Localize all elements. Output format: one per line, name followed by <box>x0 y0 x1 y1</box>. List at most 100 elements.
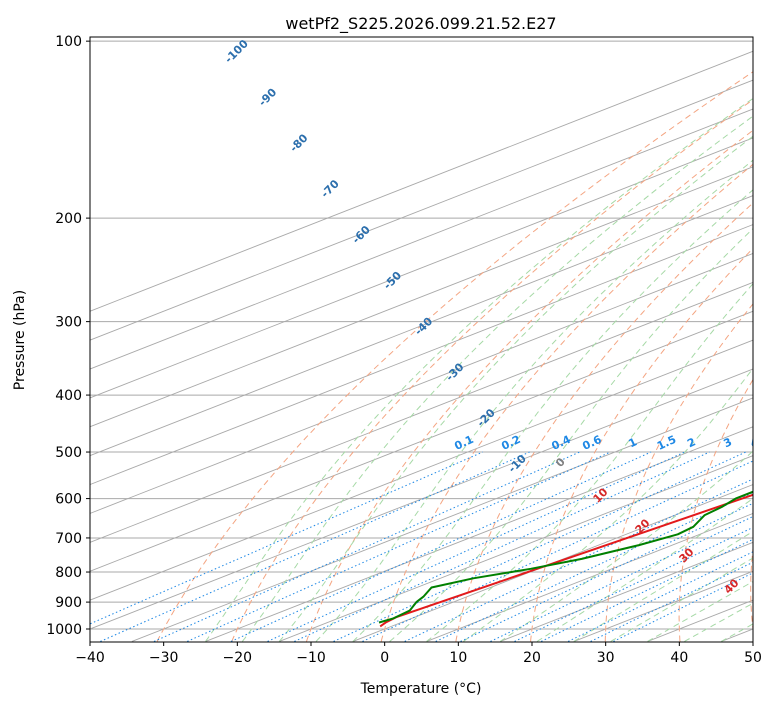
moist-adiabat-line <box>573 530 753 642</box>
y-tick-label-1: 900 <box>55 595 82 611</box>
isotherm-line <box>90 50 753 312</box>
mixing-ratio-line <box>490 515 753 642</box>
mixing-ratio-line <box>333 451 747 642</box>
plot-area: -100-90-80-70-60-50-40-30-20-10 010203040… <box>90 37 775 642</box>
y-tick-label-8: 200 <box>55 211 82 227</box>
moist-adiabat-line <box>389 228 753 642</box>
mixing-ratio-label: 4 <box>748 435 761 450</box>
isotherm-line <box>426 512 753 642</box>
mixing-ratio-line <box>186 451 611 642</box>
moist-adiabat-line <box>463 367 753 642</box>
dry-adiabat-label: -30 <box>443 360 466 383</box>
mixing-ratio-label: 0.4 <box>550 433 573 453</box>
mixing-ratio-line <box>153 451 580 642</box>
moist-adiabat-line <box>758 41 775 641</box>
y-tick-label-5: 500 <box>55 445 82 461</box>
moist-adiabat-line <box>426 283 753 642</box>
dry-adiabat-line <box>530 247 753 642</box>
moist-adiabat-label: 30 <box>677 545 697 565</box>
moist-adiabat-line <box>241 115 753 642</box>
y-tick-label-0: 1000 <box>46 622 82 638</box>
dry-adiabat-label: -90 <box>256 85 279 108</box>
x-tick-label-7: 30 <box>597 650 615 666</box>
mixing-ratio-lines <box>90 451 753 642</box>
isotherm-line <box>500 541 753 642</box>
isotherm-line <box>573 570 753 642</box>
isotherm-line <box>90 108 753 370</box>
mixing-ratio-line <box>230 451 652 642</box>
dry-adiabat-label: -50 <box>381 269 404 292</box>
mixing-ratio-line <box>435 491 753 642</box>
isotherm-line <box>90 79 753 341</box>
y-tick-label-2: 800 <box>55 565 82 581</box>
moist-adiabat-line <box>205 97 753 642</box>
moist-adiabat-line <box>610 557 753 642</box>
mixing-ratio-line <box>267 451 686 642</box>
mixing-ratio-label: 2 <box>685 435 697 450</box>
y-tick-label-6: 400 <box>55 388 82 404</box>
mixing-ratio-line <box>613 572 753 642</box>
mixing-ratio-label: 1.5 <box>655 433 678 453</box>
moist-adiabat-line <box>647 580 753 642</box>
dry-adiabat-line <box>380 163 753 642</box>
dry-adiabat-line <box>604 303 753 642</box>
moist-adiabat-line <box>315 159 753 642</box>
isotherm-line <box>90 166 753 428</box>
dry-adiabat-label: -70 <box>319 177 342 200</box>
moist-adiabat-line <box>352 189 753 642</box>
mixing-ratio-label: 3 <box>722 435 734 450</box>
dry-adiabat-line <box>750 544 753 634</box>
moist-adiabat-line <box>499 450 753 642</box>
dry-adiabat-line <box>231 99 753 642</box>
x-tick-label-2: −20 <box>223 650 253 666</box>
dry-adiabat-label: -80 <box>287 131 310 154</box>
dewpoint-line <box>378 490 753 624</box>
chart-title: wetPf2_S225.2026.099.21.52.E27 <box>285 14 556 34</box>
isotherm-line <box>90 368 753 630</box>
isotherm-line <box>647 599 753 642</box>
isotherm-line <box>90 137 753 399</box>
dry-adiabat-line <box>678 378 753 642</box>
isotherm-lines <box>90 50 753 642</box>
y-axis-ticks: 1000 900 800 700 600 500 400 300 200 100 <box>46 34 90 638</box>
x-axis-ticks: −40 −30 −20 −10 0 10 20 30 40 50 <box>75 642 762 666</box>
x-tick-label-8: 40 <box>670 650 688 666</box>
plot-frame <box>89 36 754 643</box>
x-tick-label-3: −10 <box>296 650 326 666</box>
y-tick-label-4: 600 <box>55 492 82 508</box>
x-tick-label-6: 20 <box>523 650 541 666</box>
mixing-ratio-label: 0.2 <box>499 433 522 453</box>
dry-adiabat-label: -10 <box>506 452 529 475</box>
temperature-line <box>379 493 753 628</box>
mixing-ratio-line <box>100 451 530 642</box>
y-tick-label-9: 100 <box>55 34 82 50</box>
mixing-ratio-line <box>90 451 484 625</box>
isotherm-line <box>90 195 753 457</box>
moist-adiabat-label: 0 <box>553 455 568 470</box>
x-axis-label: Temperature (°C) <box>360 681 482 697</box>
y-tick-label-3: 700 <box>55 531 82 547</box>
mixing-ratio-label: 1 <box>627 435 639 450</box>
moist-adiabat-label: 10 <box>591 485 611 505</box>
mixing-ratio-line <box>362 460 753 642</box>
dry-adiabat-label: -60 <box>350 223 373 246</box>
moist-adiabat-label: 20 <box>633 516 653 536</box>
dry-adiabat-label: -40 <box>412 314 435 337</box>
y-tick-label-7: 300 <box>55 315 82 331</box>
isotherm-line <box>90 310 753 572</box>
moist-adiabat-lines <box>205 41 775 642</box>
isotherm-line <box>90 281 753 543</box>
moist-adiabat-label: 40 <box>722 576 742 596</box>
x-tick-label-0: −40 <box>75 650 105 666</box>
mixing-ratio-line <box>590 561 753 642</box>
isotherm-line <box>90 339 753 601</box>
in-plot-labels: -100-90-80-70-60-50-40-30-20-10 010203040… <box>222 37 761 597</box>
mixing-ratio-line <box>294 451 710 642</box>
moist-adiabat-line <box>278 135 753 642</box>
sounding-series <box>378 490 753 628</box>
mixing-ratio-line <box>460 502 753 642</box>
isotherm-line <box>131 397 753 642</box>
dry-adiabat-line <box>455 202 753 642</box>
isotherm-line <box>352 484 753 642</box>
